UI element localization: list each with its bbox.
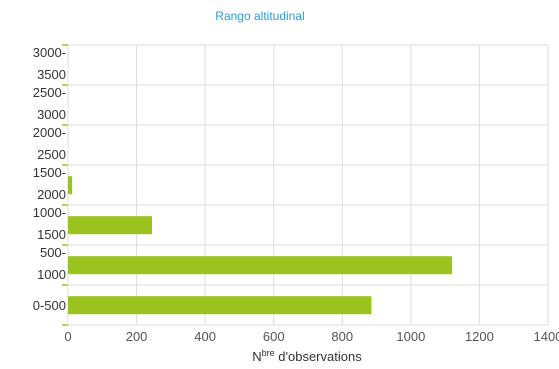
- bar-0-500[interactable]: [68, 296, 372, 315]
- x-tick-label: 400: [194, 329, 216, 344]
- y-tick-label: 2000-2500: [33, 125, 66, 162]
- bar-1500-2000[interactable]: [68, 176, 73, 195]
- x-tick-label: 600: [263, 329, 285, 344]
- x-tick-label: 1200: [465, 329, 494, 344]
- y-tick-label: 1500-2000: [33, 165, 66, 202]
- x-tick-label: 1400: [534, 329, 559, 344]
- bars: [68, 176, 452, 315]
- bar-1000-1500[interactable]: [68, 216, 152, 235]
- x-tick-label: 1000: [396, 329, 425, 344]
- y-tick-labels: 0-500 500-1000 1000-15001500-20002000-2500…: [33, 45, 66, 313]
- x-tick-label: 200: [126, 329, 148, 344]
- chart-title: Rango altitudinal: [215, 9, 305, 23]
- grid-lines: [62, 44, 549, 326]
- x-tick-labels: 0 200 400 600 800 1000 1200 1400: [64, 329, 559, 344]
- x-tick-label: 800: [331, 329, 353, 344]
- y-tick-label: 0-500: [33, 298, 66, 313]
- y-tick-label: 2500-3000: [33, 85, 66, 122]
- y-tick-label: 1000-1500: [33, 205, 66, 242]
- bar-500-1000[interactable]: [68, 256, 452, 275]
- y-tick-label: 3000-3500: [33, 45, 66, 82]
- x-axis-title: Nbre d'observations: [252, 348, 362, 364]
- x-tick-label: 0: [64, 329, 71, 344]
- y-tick-label: 500-1000: [37, 245, 66, 282]
